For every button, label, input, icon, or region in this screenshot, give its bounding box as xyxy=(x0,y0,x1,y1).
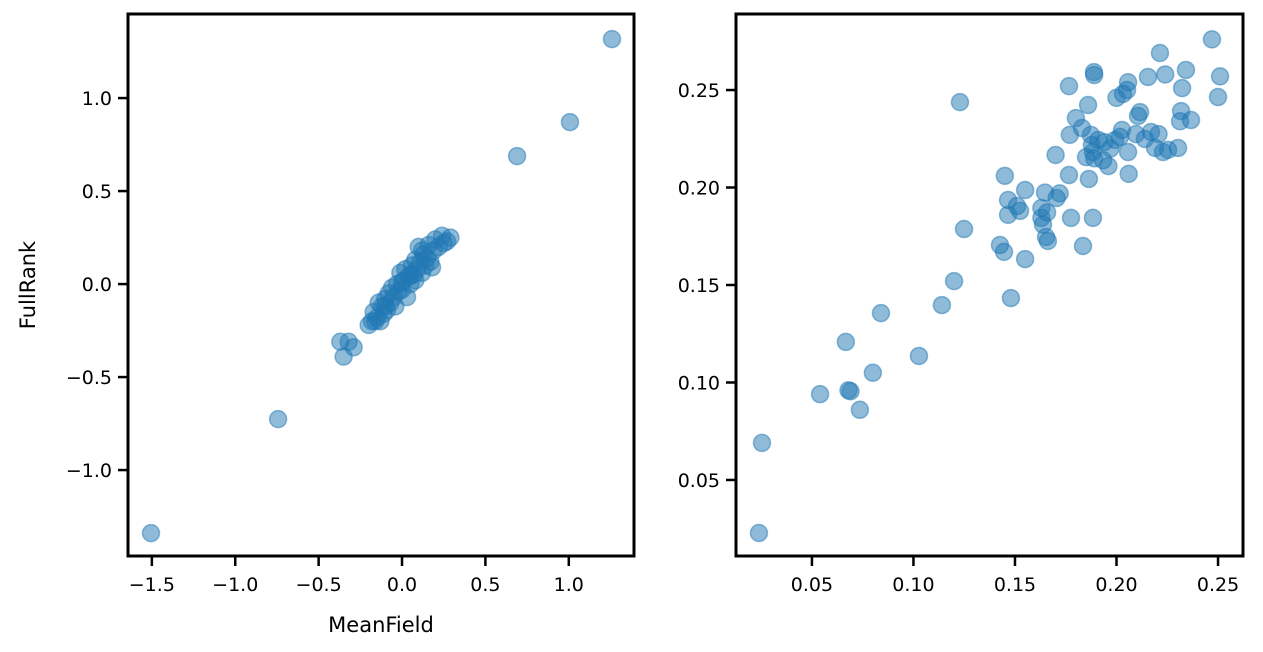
scatter-points xyxy=(141,29,622,543)
scatter-point xyxy=(810,384,830,404)
scatter-point xyxy=(507,146,527,166)
x-tick-label: −1.5 xyxy=(129,574,175,596)
x-tick-label: −0.5 xyxy=(296,574,342,596)
scatter-point xyxy=(1150,43,1170,63)
scatter-point xyxy=(1084,65,1104,85)
scatter-point xyxy=(1172,78,1192,98)
y-tick-label: 0.5 xyxy=(82,181,112,203)
scatter-point xyxy=(1059,76,1079,96)
x-tick-label: −1.0 xyxy=(212,574,258,596)
scatter-point xyxy=(752,433,772,453)
scatter-point xyxy=(392,272,412,292)
scatter-point xyxy=(1079,169,1099,189)
scatter-point xyxy=(268,409,288,429)
y-tick-label: −1.0 xyxy=(66,460,112,482)
scatter-point xyxy=(1119,164,1138,184)
subplot-2: 0.05 0.10 0.15 0.20 0.25 0.05 0.10 0.15 0.20 0.25 xyxy=(678,12,1245,596)
scatter-point xyxy=(1130,102,1150,122)
scatter-point xyxy=(841,382,860,401)
x-tick-label: 1.0 xyxy=(554,574,584,596)
scatter-point xyxy=(1050,184,1069,203)
y-tick-label: −0.5 xyxy=(66,367,112,389)
scatter-point xyxy=(1168,138,1188,158)
scatter-point xyxy=(422,258,442,277)
x-tick-label: 0.20 xyxy=(1095,574,1137,596)
scatter-point xyxy=(1202,30,1222,49)
scatter-point xyxy=(376,297,395,316)
scatter-point xyxy=(932,295,952,315)
y-tick-label: 1.0 xyxy=(82,88,112,110)
y-tick-label: 0.20 xyxy=(678,178,720,200)
y-tick-label: 0.05 xyxy=(678,470,720,492)
scatter-point xyxy=(1038,231,1058,251)
scatter-point xyxy=(1208,87,1228,107)
scatter-point xyxy=(1083,208,1103,228)
x-tick-label: 0.05 xyxy=(791,574,833,596)
scatter-point xyxy=(1046,145,1065,165)
y-tick-label: 0.25 xyxy=(678,80,720,102)
scatter-point xyxy=(560,112,580,132)
scatter-point xyxy=(1110,127,1130,147)
scatter-point xyxy=(950,92,970,112)
x-tick-label: 0.15 xyxy=(994,574,1036,596)
scatter-point xyxy=(1059,165,1079,185)
x-axis-label: MeanField xyxy=(328,613,434,637)
x-tick-label: 0.0 xyxy=(387,574,417,596)
scatter-point xyxy=(1118,72,1138,92)
y-tick-label: 0.10 xyxy=(678,372,720,394)
scatter-point xyxy=(863,363,883,382)
scatter-point xyxy=(1155,65,1175,84)
axes-frame xyxy=(126,12,636,558)
scatter-point xyxy=(850,400,870,420)
y-axis-label: FullRank xyxy=(16,240,40,329)
scatter-point xyxy=(836,332,856,352)
scatter-point xyxy=(1181,110,1201,130)
scatter-point xyxy=(1210,67,1230,86)
scatter-point xyxy=(1149,124,1168,144)
scatter-points xyxy=(749,30,1230,543)
scatter-point xyxy=(1138,67,1158,87)
x-tick-label: 0.5 xyxy=(470,574,500,596)
scatter-point xyxy=(944,271,964,291)
scatter-point xyxy=(871,303,891,323)
x-tick-label: 0.25 xyxy=(1197,574,1239,596)
scatter-point xyxy=(344,338,363,357)
scatter-point xyxy=(1037,203,1057,222)
scatter-point xyxy=(141,523,161,543)
scatter-point xyxy=(1078,95,1098,115)
scatter-point xyxy=(994,242,1014,262)
x-tick-label: 0.10 xyxy=(892,574,934,596)
scatter-point xyxy=(366,312,385,331)
scatter-point xyxy=(995,166,1015,186)
scatter-point xyxy=(749,523,769,543)
scatter-point xyxy=(1073,236,1093,256)
scatter-point xyxy=(1010,201,1030,221)
scatter-point xyxy=(1061,208,1081,228)
scatter-point xyxy=(602,29,622,49)
scatter-point xyxy=(1001,288,1021,308)
scatter-point xyxy=(954,219,974,239)
scatter-point xyxy=(909,346,929,366)
scatter-point xyxy=(1176,60,1196,80)
scatter-point xyxy=(441,228,460,247)
y-tick-label: 0.15 xyxy=(678,275,720,297)
scatter-point xyxy=(1099,156,1118,176)
subplot-1: −1.5 −1.0 −0.5 0.0 0.5 1.0 −1.0 −0.5 0.0 0.5 1.0 Me… xyxy=(16,12,636,637)
y-tick-label: 0.0 xyxy=(82,274,112,296)
scatter-point xyxy=(1118,142,1138,162)
axes-frame xyxy=(734,12,1245,558)
scatter-point xyxy=(406,250,425,270)
scatter-point xyxy=(1015,249,1035,269)
scatter-point xyxy=(1015,180,1035,200)
